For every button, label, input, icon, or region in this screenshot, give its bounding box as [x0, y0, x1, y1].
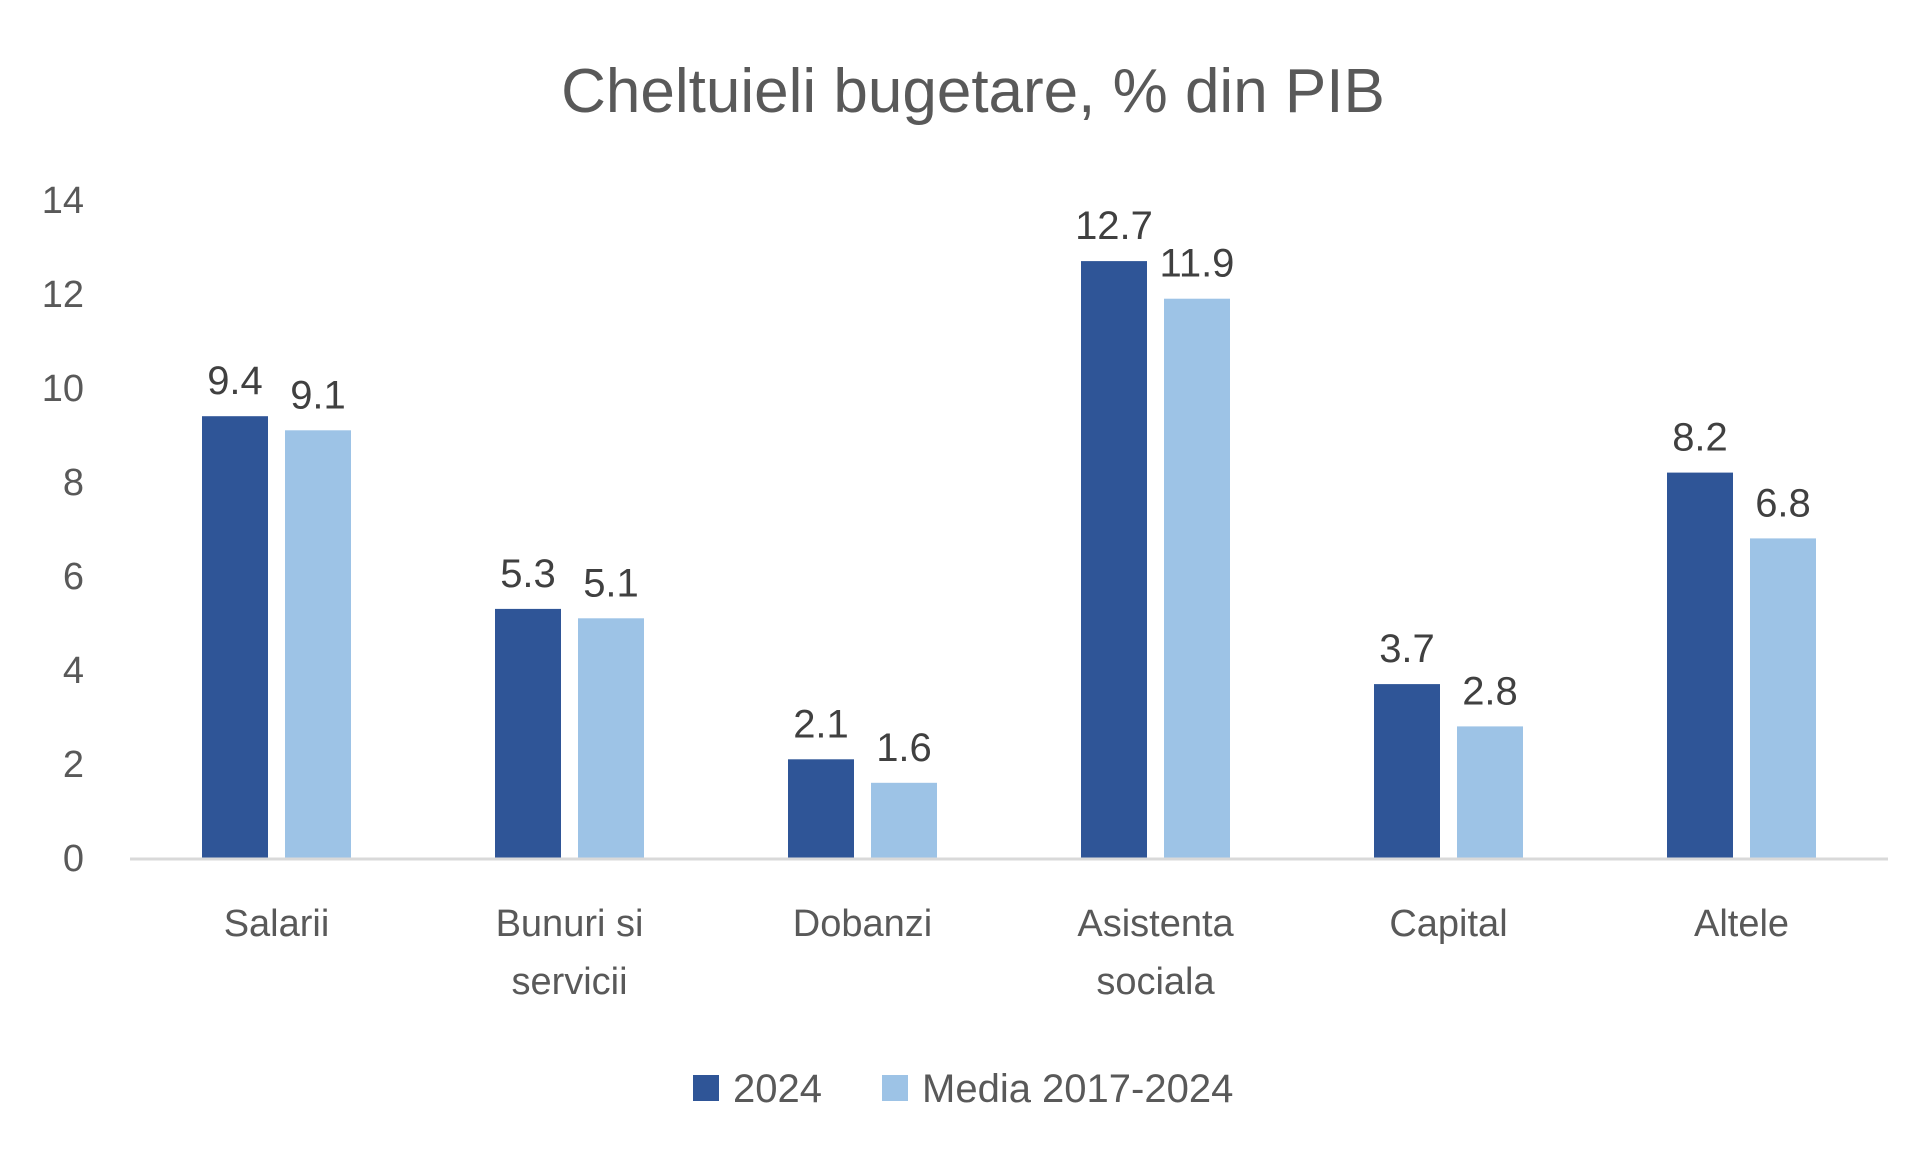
legend: 2024 Media 2017-2024	[693, 1067, 1233, 1111]
data-label: 12.7	[1075, 204, 1153, 248]
y-tick-label: 14	[42, 180, 84, 222]
bar-media-2017-2024-0	[285, 430, 351, 858]
data-label: 8.2	[1672, 416, 1728, 460]
legend-swatch	[693, 1075, 719, 1101]
bar-2024-0	[202, 416, 268, 858]
data-label: 9.1	[290, 373, 346, 417]
x-tick-label: Capital	[1389, 903, 1507, 945]
data-label: 1.6	[876, 726, 932, 770]
y-tick-label: 2	[63, 744, 84, 786]
bar-2024-4	[1374, 684, 1440, 858]
y-tick-label: 12	[42, 274, 84, 316]
x-tick-label: Dobanzi	[793, 903, 932, 945]
data-label: 5.3	[500, 552, 556, 596]
x-tick-label: Bunuri si	[496, 903, 644, 945]
x-tick-label: Salarii	[224, 903, 330, 945]
bar-2024-1	[495, 608, 561, 858]
x-tick-label: servicii	[511, 961, 627, 1003]
bar-2024-5	[1667, 472, 1733, 858]
data-label: 2.8	[1462, 669, 1518, 713]
x-axis: Salarii Bunuri si servicii Dobanzi Asistenta…	[130, 857, 1888, 1003]
bar-media-2017-2024-2	[871, 782, 937, 858]
y-tick-label: 6	[63, 556, 84, 598]
data-label: 3.7	[1379, 627, 1435, 671]
x-tick-label: Altele	[1694, 903, 1789, 945]
bars	[202, 261, 1816, 859]
legend-item: 2024	[693, 1067, 822, 1111]
legend-label: Media 2017-2024	[922, 1067, 1233, 1111]
bar-media-2017-2024-5	[1750, 538, 1816, 858]
data-label: 9.4	[207, 359, 263, 403]
x-tick-label: Asistenta	[1077, 903, 1234, 945]
y-tick-label: 8	[63, 462, 84, 504]
legend-swatch	[882, 1075, 908, 1101]
x-tick-label: sociala	[1096, 961, 1215, 1003]
data-label: 11.9	[1160, 242, 1235, 286]
data-label: 5.1	[583, 561, 639, 605]
data-label: 6.8	[1755, 481, 1811, 525]
y-tick-label: 0	[63, 838, 84, 880]
y-tick-label: 10	[42, 368, 84, 410]
bar-2024-3	[1081, 261, 1147, 859]
bar-2024-2	[788, 759, 854, 858]
legend-item: Media 2017-2024	[882, 1067, 1233, 1111]
bar-media-2017-2024-3	[1164, 298, 1230, 858]
data-labels: 9.4 9.1 5.3 5.1 2.1 1.6 12.711.9 3.7 2.8 8.2 6.8	[207, 204, 1811, 770]
chart-title: Cheltuieli bugetare, % din PIB	[561, 57, 1385, 126]
data-label: 2.1	[793, 702, 849, 746]
y-axis: 0 2 4 6 8 10 12 14	[42, 180, 84, 880]
legend-label: 2024	[733, 1067, 822, 1111]
bar-media-2017-2024-1	[578, 618, 644, 858]
y-tick-label: 4	[63, 650, 84, 692]
bar-media-2017-2024-4	[1457, 726, 1523, 858]
